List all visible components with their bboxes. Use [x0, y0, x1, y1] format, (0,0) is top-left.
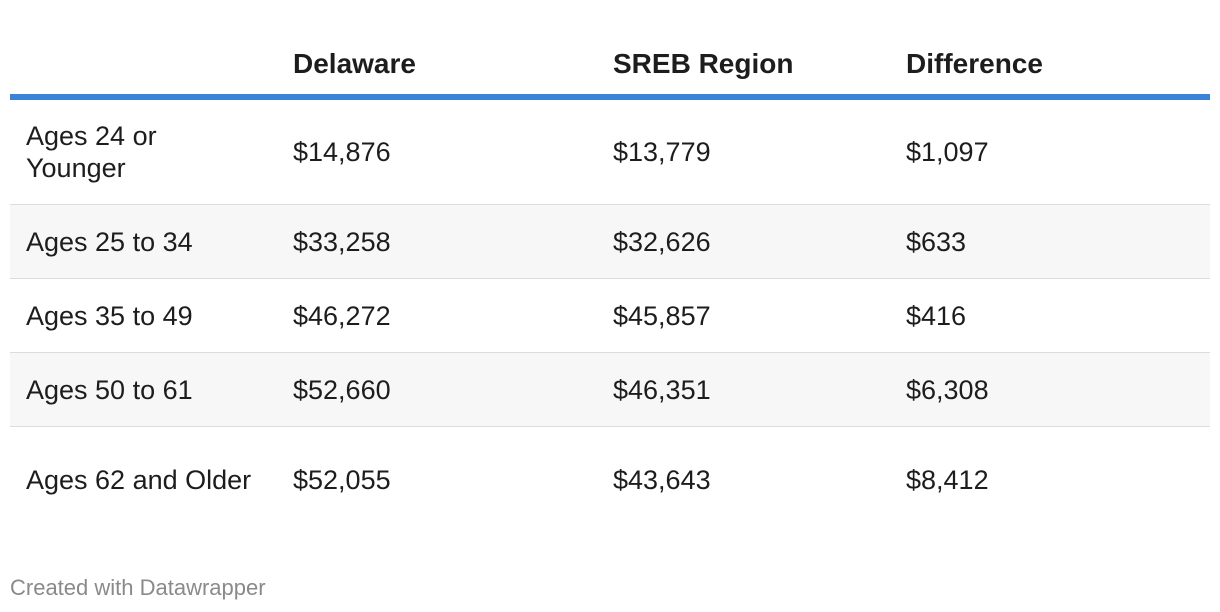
column-header-sreb-region: SREB Region: [613, 34, 906, 100]
cell-difference: $1,097: [906, 97, 1210, 205]
row-label: Ages 62 and Older: [26, 465, 252, 495]
cell-sreb-region: $43,643: [613, 465, 711, 495]
row-label: Ages 50 to 61: [10, 352, 293, 427]
table-row: Ages 35 to 49 $46,272 $45,857 $416: [10, 278, 1210, 353]
table-row: Ages 62 and Older $52,055 $43,643 $8,412: [10, 427, 1210, 534]
column-header-difference: Difference: [906, 34, 1210, 100]
cell-delaware: $46,272: [293, 278, 613, 353]
cell-difference: $416: [906, 278, 1210, 353]
column-header-label: [10, 34, 293, 100]
cell-delaware: $52,055: [293, 465, 391, 495]
cell-delaware: $14,876: [293, 97, 613, 205]
data-table: Delaware SREB Region Difference Ages 24 …: [10, 34, 1210, 533]
column-header-delaware: Delaware: [293, 34, 613, 100]
row-label: Ages 25 to 34: [10, 204, 293, 279]
cell-delaware: $33,258: [293, 204, 613, 279]
table-row: Ages 50 to 61 $52,660 $46,351 $6,308: [10, 352, 1210, 427]
data-table-container: Delaware SREB Region Difference Ages 24 …: [10, 34, 1210, 533]
cell-sreb-region: $13,779: [613, 97, 906, 205]
table-header-row: Delaware SREB Region Difference: [10, 34, 1210, 100]
cell-delaware: $52,660: [293, 352, 613, 427]
row-label: Ages 24 or Younger: [10, 97, 293, 205]
cell-difference: $6,308: [906, 352, 1210, 427]
cell-sreb-region: $45,857: [613, 278, 906, 353]
datawrapper-credit: Created with Datawrapper: [10, 575, 266, 600]
table-row: Ages 24 or Younger $14,876 $13,779 $1,09…: [10, 97, 1210, 205]
cell-difference: $633: [906, 204, 1210, 279]
row-label: Ages 35 to 49: [10, 278, 293, 353]
cell-difference: $8,412: [906, 465, 989, 495]
cell-sreb-region: $46,351: [613, 352, 906, 427]
cell-sreb-region: $32,626: [613, 204, 906, 279]
table-row: Ages 25 to 34 $33,258 $32,626 $633: [10, 204, 1210, 279]
